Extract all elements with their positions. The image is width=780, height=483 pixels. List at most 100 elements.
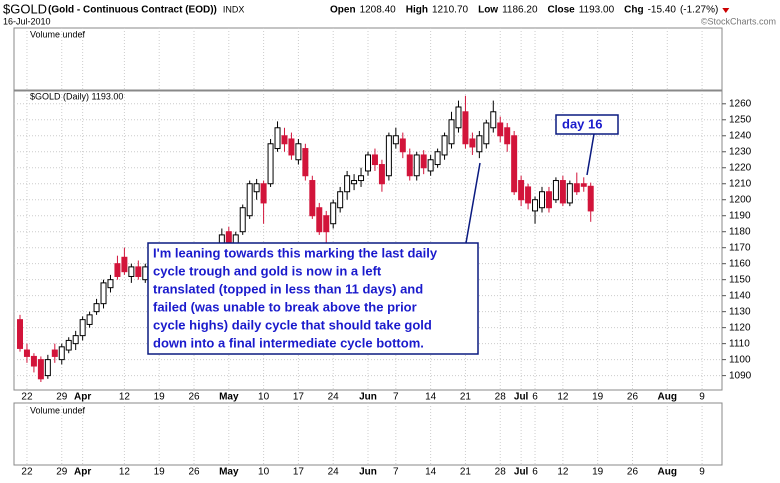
candle-body [316, 207, 323, 233]
x-tick-label: 10 [258, 392, 270, 403]
annotation: I'm leaning towards this marking the las… [147, 114, 619, 355]
stat-value: -15.40 [648, 5, 677, 16]
candle-body [260, 183, 267, 204]
candle-body [539, 191, 545, 209]
x-tick-label: 6 [532, 392, 538, 403]
x-tick-label: 6 [532, 467, 538, 478]
candle-body [511, 135, 518, 193]
x-tick-label: 9 [699, 467, 705, 478]
y-tick-label: 1130 [729, 306, 751, 317]
candle-body [399, 138, 406, 153]
x-tick-label: 14 [425, 467, 437, 478]
x-tick-label: 12 [557, 467, 569, 478]
chart-title: $GOLD [3, 1, 47, 16]
candle-body [121, 256, 128, 273]
note-line: translated (topped in less than 11 days)… [153, 281, 423, 296]
x-tick-label: 10 [258, 467, 270, 478]
candle-body [44, 359, 51, 377]
candle-body [427, 159, 434, 172]
candle-body [504, 127, 511, 145]
x-tick-label: 29 [56, 467, 68, 478]
candle-body [51, 349, 58, 357]
y-tick-label: 1240 [729, 130, 752, 141]
y-tick-label: 1200 [729, 194, 752, 205]
candle-body [358, 175, 365, 182]
x-tick-label: May [219, 392, 239, 403]
candle-body [441, 135, 448, 156]
x-tick-label: May [219, 467, 239, 478]
x-tick-label: 14 [425, 392, 437, 403]
candle-body [351, 180, 358, 185]
candle-body [476, 135, 483, 153]
candle-body [86, 314, 93, 325]
y-tick-label: 1260 [729, 98, 752, 109]
y-tick-label: 1210 [729, 178, 752, 189]
candle-body [330, 202, 337, 225]
x-tick-label: Jun [359, 392, 377, 403]
x-tick-label: 17 [293, 467, 305, 478]
volume-label: Volume undef [30, 29, 86, 39]
copyright: ©StockCharts.com [701, 16, 776, 26]
stat-percent: (-1.27%) [680, 5, 718, 16]
header-stats: Open 1208.40 High 1210.70 Low 1186.20 Close 119… [330, 5, 730, 16]
candle-body [434, 151, 441, 166]
x-tick-label: 12 [119, 467, 131, 478]
candle-body [406, 154, 413, 177]
candle-body [413, 154, 420, 177]
y-tick-label: 1190 [729, 210, 751, 221]
candle-body [246, 183, 253, 217]
x-tick-label: 22 [21, 392, 33, 403]
x-tick-label: 26 [188, 467, 200, 478]
candle-body [323, 215, 330, 233]
candle-body [93, 303, 100, 313]
day-label: day 16 [562, 116, 602, 131]
candle-body [65, 339, 72, 351]
x-tick-label: 12 [119, 392, 131, 403]
y-tick-label: 1220 [729, 162, 752, 173]
x-tick-label: 19 [592, 392, 604, 403]
y-tick-label: 1160 [729, 258, 751, 269]
candle-body [142, 266, 149, 281]
candle-body [17, 319, 23, 349]
candle-body [309, 180, 316, 217]
candle-body [580, 183, 587, 187]
candle-body [344, 175, 351, 193]
x-tick-label: 19 [154, 467, 166, 478]
candle-body [455, 106, 462, 129]
y-tick-label: 1140 [729, 290, 751, 301]
y-tick-label: 1180 [729, 226, 751, 237]
candle-body [135, 266, 142, 277]
x-tick-label: 28 [495, 467, 507, 478]
x-tick-label: 21 [460, 467, 472, 478]
stat-name: Open [330, 5, 356, 16]
candle-body [573, 183, 580, 193]
date: 16-Jul-2010 [3, 16, 51, 26]
y-tick-label: 1120 [729, 322, 751, 333]
candle-body [37, 359, 44, 380]
y-tick-label: 1150 [729, 274, 751, 285]
candle-body [385, 135, 392, 177]
candle-body [378, 164, 385, 185]
candle-body [23, 349, 30, 357]
callout-line [586, 133, 595, 176]
stat-name: Low [478, 5, 498, 16]
candle-body [469, 138, 476, 148]
x-tick-label: 26 [627, 392, 639, 403]
candle-body [365, 154, 371, 172]
x-tick-label: Aug [658, 392, 677, 403]
x-tick-label: Jun [359, 467, 377, 478]
y-tick-label: 1110 [729, 338, 750, 349]
x-tick-label: Apr [74, 467, 91, 478]
candle-body [545, 191, 552, 209]
candle-body [462, 111, 469, 145]
candle-body [288, 138, 295, 156]
candle-body [497, 122, 504, 137]
x-tick-label: 12 [557, 392, 569, 403]
panel-label: $GOLD (Daily) 1193.00 [30, 91, 123, 101]
volume-label: Volume undef [30, 405, 86, 415]
candle-body [267, 143, 274, 185]
stat-name: Chg [624, 5, 643, 16]
candle-body [532, 199, 539, 212]
y-tick-label: 1100 [729, 354, 751, 365]
